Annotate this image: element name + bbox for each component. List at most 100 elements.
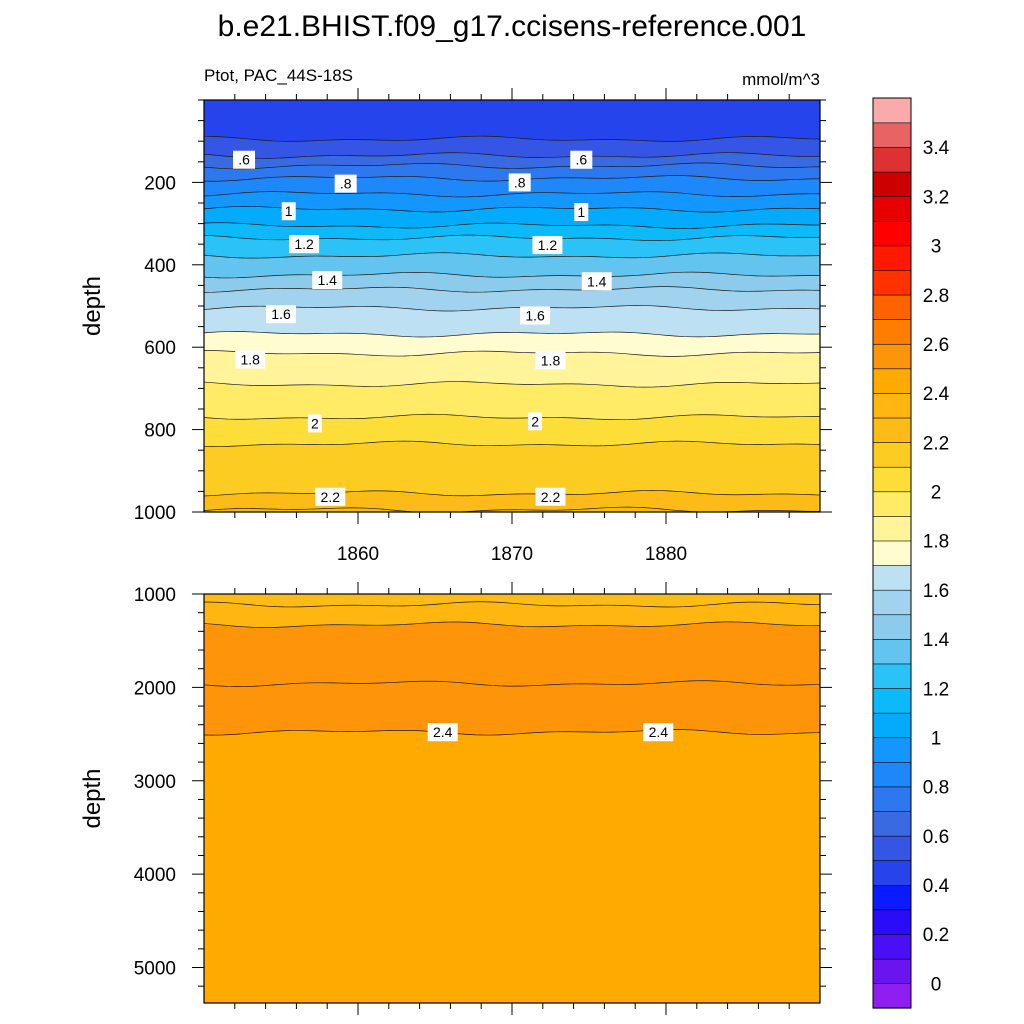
contour-label-box <box>312 271 343 290</box>
colorbar-bin <box>872 220 912 247</box>
upper-contour-line <box>204 206 820 213</box>
contour-label-text: 2.2 <box>541 489 561 505</box>
lower-band <box>204 621 820 687</box>
upper-ytick-label: 400 <box>144 256 176 277</box>
contour-label-box <box>427 723 458 742</box>
contour-label-text: 1.4 <box>587 273 607 289</box>
upper-band <box>204 191 820 213</box>
contour-label-text: .8 <box>340 176 352 192</box>
upper-band <box>204 272 820 293</box>
upper-band <box>204 350 820 388</box>
contour-label-text: 1 <box>577 204 585 220</box>
colorbar-bin <box>872 146 912 173</box>
upper-contour-line <box>204 381 820 388</box>
contour-label-text: 1.2 <box>294 236 314 252</box>
upper-band <box>204 381 820 420</box>
colorbar-label: 1.2 <box>923 679 949 700</box>
upper-band <box>204 507 820 512</box>
lower-ylabel: depth <box>79 768 106 828</box>
colorbar-bin <box>872 515 912 542</box>
upper-contour-line <box>204 440 820 447</box>
colorbar-bin <box>872 294 912 320</box>
upper-contour-line <box>204 191 820 198</box>
upper-panel: .6 .6 .8 .8 1 1 1.2 1.2 1.4 1.4 1.6 1.6 1.8 1.8 2 2 2.2 2… <box>79 88 832 565</box>
contour-label-box <box>266 305 296 324</box>
upper-contour-label: 2.2 <box>315 487 346 506</box>
colorbar-label: 0 <box>931 974 942 995</box>
upper-contour-label: 1.6 <box>266 305 296 324</box>
upper-band <box>204 305 820 337</box>
colorbar-bin <box>872 687 912 714</box>
lower-ytick-label: 5000 <box>134 959 176 980</box>
colorbar-label: 1.4 <box>923 630 950 651</box>
colorbar-label: 2.2 <box>923 433 949 454</box>
contour-label-box <box>528 412 543 431</box>
colorbar-bin <box>872 589 912 616</box>
upper-band <box>204 235 820 259</box>
lower-band <box>204 680 820 736</box>
contour-label-box <box>535 351 566 370</box>
upper-contour-label: .8 <box>508 173 531 192</box>
upper-contour-label: .8 <box>334 174 357 193</box>
upper-band <box>204 441 820 497</box>
colorbar-bin <box>872 269 912 296</box>
colorbar-bin <box>872 122 912 148</box>
contour-label-box <box>643 723 674 742</box>
colorbar-bin <box>872 319 912 345</box>
upper-ytick-label: 1000 <box>134 503 176 524</box>
colorbar-label: 1.8 <box>923 532 949 553</box>
colorbar-bin <box>872 909 912 935</box>
upper-contour-label: .6 <box>233 150 256 169</box>
contour-label-text: 1 <box>285 203 293 219</box>
upper-contour-label: 1.4 <box>581 272 612 291</box>
lower-band <box>204 594 820 607</box>
contour-label-text: .8 <box>514 174 526 190</box>
lower-ytick-label: 4000 <box>134 865 176 886</box>
colorbar-bin <box>872 97 912 124</box>
colorbar-bin <box>872 196 912 222</box>
colorbar-bin <box>872 368 912 394</box>
colorbar-bin <box>872 392 912 419</box>
upper-band <box>204 414 820 447</box>
colorbar-bin <box>872 933 912 960</box>
lower-contour-line <box>204 621 820 628</box>
colorbar-label: 2.6 <box>923 335 949 356</box>
colorbar-label: 2.4 <box>923 384 950 405</box>
colorbar-bin <box>872 958 912 985</box>
contour-label-text: 2 <box>311 415 319 431</box>
contour-label-text: 2 <box>531 413 539 429</box>
colorbar-bin <box>872 245 912 271</box>
colorbar-bin <box>872 343 912 370</box>
upper-band <box>204 222 820 241</box>
upper-contour-line <box>204 490 820 497</box>
colorbar-bin <box>872 540 912 566</box>
contour-label-box <box>281 202 296 221</box>
colorbar-label: 1 <box>931 728 942 749</box>
contour-label-box <box>235 350 266 369</box>
lower-contour-label: 2.4 <box>427 723 458 742</box>
colorbar-bin <box>872 983 912 1009</box>
contour-label-box <box>520 306 551 325</box>
upper-contour-line <box>204 331 820 338</box>
colorbar-bin <box>872 860 912 886</box>
variable-label: Ptot, PAC_44S-18S <box>204 66 353 85</box>
lower-panel: 2.4 2.4 1000 2000 3000 4000 5000 depth <box>79 582 832 1015</box>
lower-band <box>204 601 820 628</box>
upper-contour-label: 2 <box>528 412 543 431</box>
upper-contour-line <box>204 222 820 229</box>
upper-band <box>204 100 820 142</box>
colorbar-bin <box>872 491 912 517</box>
colorbar-bin <box>872 884 912 911</box>
colorbar-bin <box>872 810 912 837</box>
contour-label-box <box>334 174 357 193</box>
lower-ytick-label: 3000 <box>134 772 176 793</box>
lower-contour-line <box>204 601 820 608</box>
colorbar-bin <box>872 761 912 788</box>
contour-label-text: 2.2 <box>321 489 341 505</box>
contour-label-text: 1.8 <box>240 352 260 368</box>
upper-ytick-label: 200 <box>144 173 176 194</box>
upper-ytick-label: 800 <box>144 421 176 442</box>
upper-contour-label: 1.6 <box>520 306 551 325</box>
colorbar-label: 3.2 <box>923 187 949 208</box>
contour-label-text: 1.6 <box>271 306 291 322</box>
